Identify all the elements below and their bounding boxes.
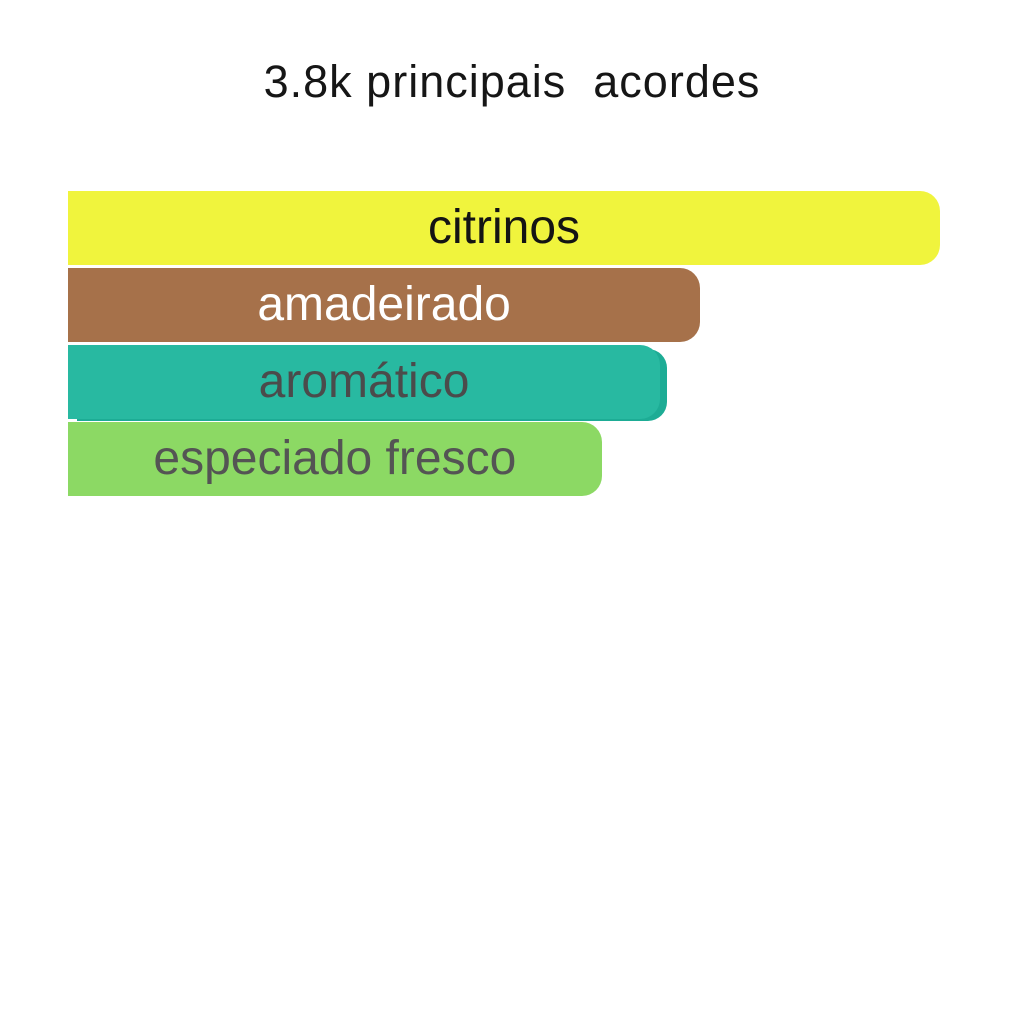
chart-title: 3.8k principais acordes xyxy=(263,56,761,107)
accord-label: citrinos xyxy=(427,201,581,254)
accord-bar: amadeirado xyxy=(68,268,701,342)
accord-label: aromático xyxy=(258,355,470,408)
accord-label: especiado fresco xyxy=(153,432,517,485)
accord-bar: aromático xyxy=(68,345,661,419)
accord-bar: citrinos xyxy=(68,191,940,265)
accord-bar: especiado fresco xyxy=(68,422,602,496)
accord-label: amadeirado xyxy=(257,278,511,331)
accord-bars: citrinos amadeirado aromático especiado … xyxy=(68,191,940,499)
